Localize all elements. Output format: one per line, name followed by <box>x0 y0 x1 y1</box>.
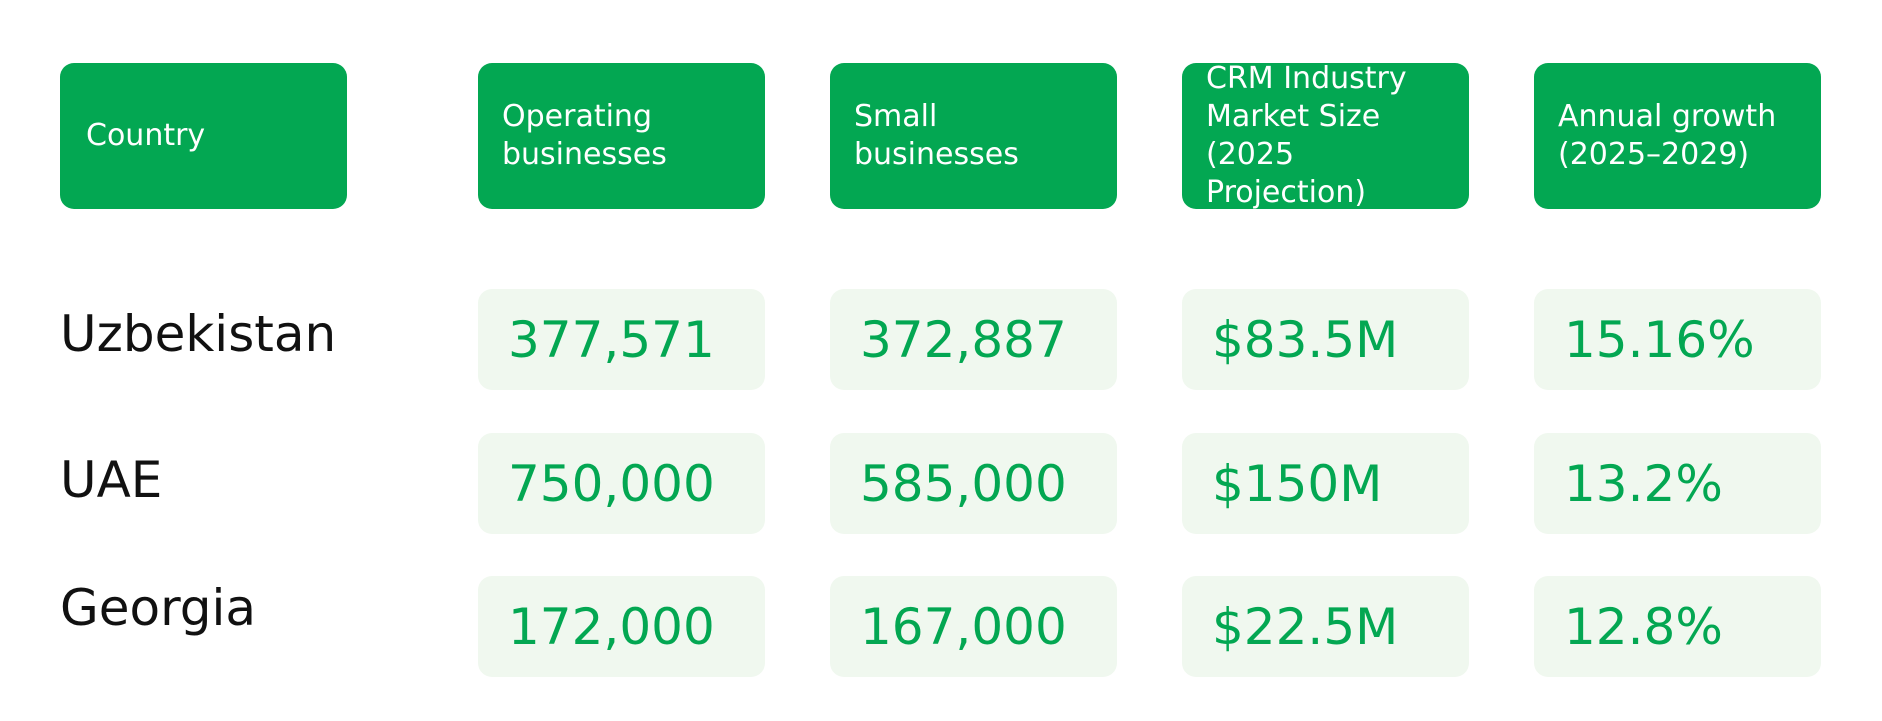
cell-georgia-small-businesses: 167,000 <box>830 576 1117 677</box>
cell-uae-annual-growth: 13.2% <box>1534 433 1821 534</box>
cell-uae-small-businesses: 585,000 <box>830 433 1117 534</box>
row-label-uzbekistan: Uzbekistan <box>60 305 337 363</box>
header-small-businesses: Small businesses <box>830 63 1117 209</box>
cell-uzbekistan-crm-market-size: $83.5M <box>1182 289 1469 390</box>
header-crm-market-size: CRM Industry Market Size (2025 Projectio… <box>1182 61 1469 210</box>
cell-uzbekistan-annual-growth: 15.16% <box>1534 289 1821 390</box>
row-label-uae: UAE <box>60 451 163 509</box>
row-label-georgia: Georgia <box>60 579 257 637</box>
cell-georgia-operating-businesses: 172,000 <box>478 576 765 677</box>
header-annual-growth: Annual growth (2025–2029) <box>1534 63 1821 209</box>
header-country: Country <box>60 63 347 209</box>
header-operating-businesses: Operating businesses <box>478 63 765 209</box>
cell-georgia-crm-market-size: $22.5M <box>1182 576 1469 677</box>
cell-uae-operating-businesses: 750,000 <box>478 433 765 534</box>
cell-uzbekistan-operating-businesses: 377,571 <box>478 289 765 390</box>
cell-georgia-annual-growth: 12.8% <box>1534 576 1821 677</box>
cell-uae-crm-market-size: $150M <box>1182 433 1469 534</box>
cell-uzbekistan-small-businesses: 372,887 <box>830 289 1117 390</box>
